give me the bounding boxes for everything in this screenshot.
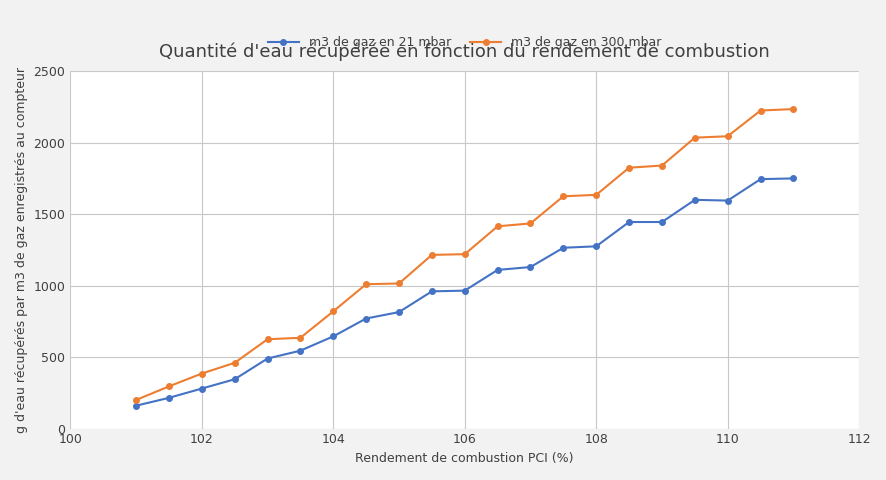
m3 de gaz en 300 mbar — [295, 335, 306, 341]
m3 de gaz en 21 mbar — [393, 309, 404, 315]
m3 de gaz en 300 mbar — [789, 106, 799, 112]
Y-axis label: g d'eau récupérés par m3 de gaz enregistrés au compteur: g d'eau récupérés par m3 de gaz enregist… — [15, 67, 28, 433]
m3 de gaz en 300 mbar — [755, 108, 766, 113]
m3 de gaz en 300 mbar — [460, 252, 470, 257]
Line: m3 de gaz en 300 mbar: m3 de gaz en 300 mbar — [133, 106, 797, 403]
Legend: m3 de gaz en 21 mbar, m3 de gaz en 300 mbar: m3 de gaz en 21 mbar, m3 de gaz en 300 m… — [263, 31, 666, 54]
m3 de gaz en 300 mbar — [328, 309, 338, 314]
m3 de gaz en 21 mbar — [295, 348, 306, 354]
m3 de gaz en 300 mbar — [131, 397, 142, 403]
m3 de gaz en 21 mbar — [164, 395, 175, 401]
m3 de gaz en 21 mbar — [361, 316, 371, 322]
m3 de gaz en 21 mbar — [789, 176, 799, 181]
Title: Quantité d'eau récupérée en fonction du rendement de combustion: Quantité d'eau récupérée en fonction du … — [159, 43, 770, 61]
X-axis label: Rendement de combustion PCI (%): Rendement de combustion PCI (%) — [355, 452, 574, 465]
m3 de gaz en 21 mbar — [689, 197, 700, 203]
m3 de gaz en 300 mbar — [493, 223, 503, 229]
m3 de gaz en 300 mbar — [426, 252, 437, 258]
m3 de gaz en 300 mbar — [164, 384, 175, 389]
m3 de gaz en 300 mbar — [689, 135, 700, 141]
m3 de gaz en 21 mbar — [197, 385, 207, 391]
m3 de gaz en 21 mbar — [591, 243, 602, 249]
m3 de gaz en 21 mbar — [131, 403, 142, 408]
m3 de gaz en 21 mbar — [262, 356, 273, 361]
m3 de gaz en 21 mbar — [229, 376, 240, 382]
m3 de gaz en 300 mbar — [262, 336, 273, 342]
m3 de gaz en 21 mbar — [624, 219, 634, 225]
m3 de gaz en 300 mbar — [624, 165, 634, 170]
m3 de gaz en 21 mbar — [328, 334, 338, 339]
m3 de gaz en 300 mbar — [393, 281, 404, 287]
m3 de gaz en 21 mbar — [525, 264, 536, 270]
m3 de gaz en 21 mbar — [755, 176, 766, 182]
Line: m3 de gaz en 21 mbar: m3 de gaz en 21 mbar — [133, 176, 797, 408]
m3 de gaz en 21 mbar — [460, 288, 470, 293]
m3 de gaz en 300 mbar — [591, 192, 602, 198]
m3 de gaz en 300 mbar — [229, 360, 240, 366]
m3 de gaz en 300 mbar — [361, 281, 371, 287]
m3 de gaz en 21 mbar — [657, 219, 667, 225]
m3 de gaz en 300 mbar — [657, 163, 667, 168]
m3 de gaz en 21 mbar — [426, 288, 437, 294]
m3 de gaz en 300 mbar — [525, 221, 536, 227]
m3 de gaz en 300 mbar — [722, 133, 733, 139]
m3 de gaz en 300 mbar — [558, 193, 569, 199]
m3 de gaz en 300 mbar — [197, 371, 207, 376]
m3 de gaz en 21 mbar — [493, 267, 503, 273]
m3 de gaz en 21 mbar — [558, 245, 569, 251]
m3 de gaz en 21 mbar — [722, 198, 733, 204]
